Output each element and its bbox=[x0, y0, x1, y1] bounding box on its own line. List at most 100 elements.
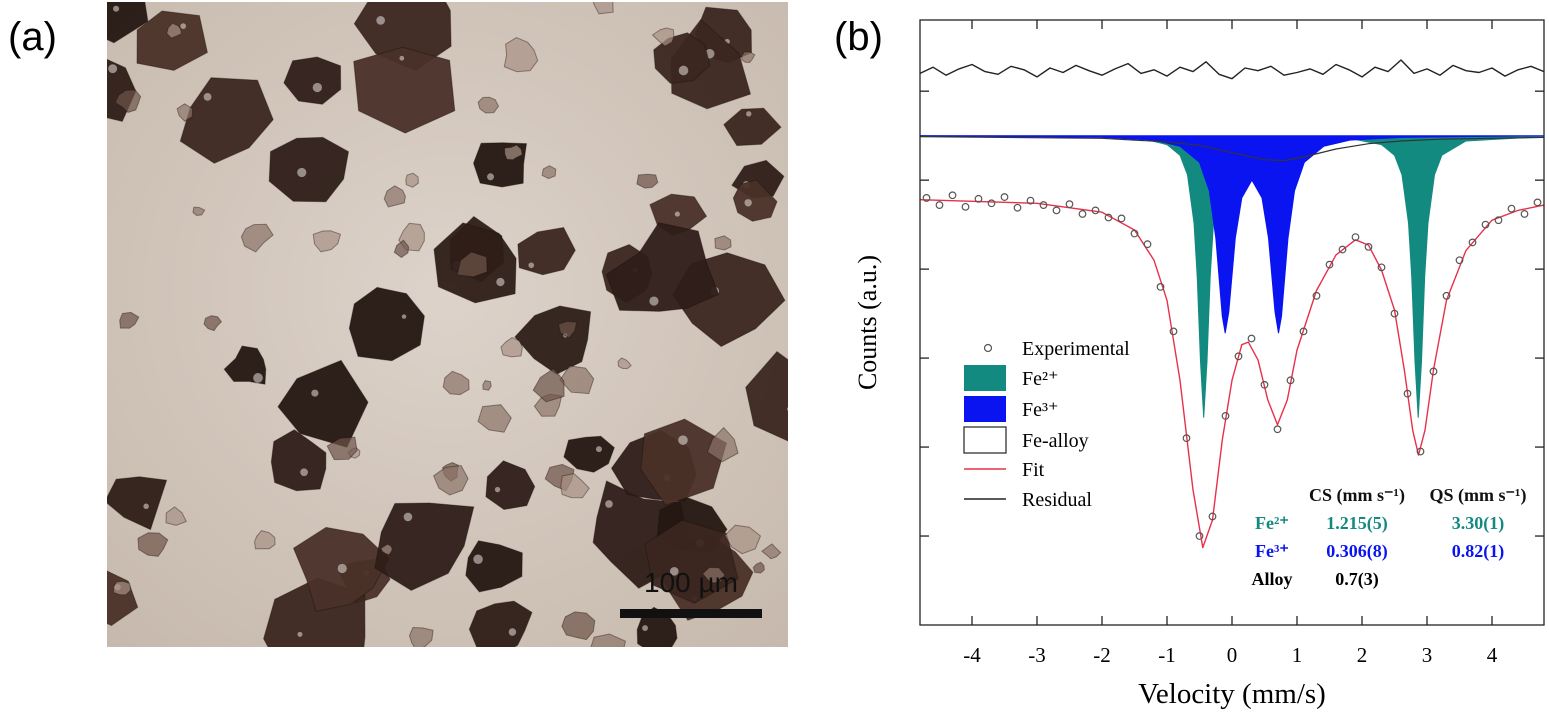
particle bbox=[192, 206, 206, 217]
data-point bbox=[1286, 376, 1295, 385]
particle bbox=[723, 107, 782, 147]
particle-glint bbox=[678, 435, 688, 445]
data-point bbox=[1182, 434, 1191, 443]
curve bbox=[919, 199, 1545, 549]
particle-glint bbox=[300, 468, 308, 477]
curve bbox=[919, 59, 1545, 80]
data-point bbox=[1312, 291, 1321, 300]
particle bbox=[500, 337, 523, 358]
x-tick-label: 4 bbox=[1487, 643, 1498, 667]
particle-glint bbox=[337, 563, 347, 574]
particle bbox=[559, 365, 595, 395]
particle bbox=[541, 165, 557, 180]
data-point bbox=[1234, 352, 1243, 361]
particle-glint bbox=[746, 111, 752, 117]
x-tick-label: 2 bbox=[1357, 643, 1368, 667]
data-point bbox=[1416, 447, 1425, 456]
table-cell: 3.30(1) bbox=[1452, 513, 1505, 534]
particle-glint bbox=[108, 64, 118, 74]
particle bbox=[113, 580, 132, 596]
table-cell: Alloy bbox=[1251, 569, 1292, 589]
particle bbox=[653, 32, 711, 84]
particle bbox=[383, 185, 406, 208]
particle bbox=[283, 56, 342, 105]
table-header: CS (mm s⁻¹) bbox=[1309, 485, 1405, 506]
particle-glint bbox=[642, 625, 649, 631]
particle bbox=[270, 429, 327, 492]
particle bbox=[374, 502, 475, 591]
data-point bbox=[1052, 206, 1061, 215]
curve bbox=[919, 136, 1545, 162]
particle bbox=[560, 473, 590, 499]
particle-glint bbox=[403, 512, 413, 522]
data-point bbox=[1169, 327, 1178, 336]
legend-label: Fe-alloy bbox=[1022, 430, 1089, 452]
data-point bbox=[1455, 256, 1464, 265]
data-point bbox=[935, 201, 944, 209]
particle-glint bbox=[496, 277, 505, 287]
particle bbox=[714, 235, 732, 251]
data-point bbox=[1026, 196, 1035, 205]
legend-symbol bbox=[964, 396, 1006, 422]
data-point bbox=[948, 191, 957, 200]
particle bbox=[442, 370, 470, 396]
legend-label: Fe²⁺ bbox=[1022, 368, 1059, 390]
scale-bar bbox=[620, 609, 762, 618]
particle bbox=[532, 367, 565, 403]
particle bbox=[741, 51, 756, 64]
table-cell: 0.7(3) bbox=[1335, 569, 1379, 590]
spectrum-chart: -4 -3 -2 -1 0 1 2 3 4 Velocity (mm/s) Counts (a.u.… bbox=[853, 19, 1545, 710]
particle bbox=[732, 179, 778, 222]
data-point bbox=[1000, 193, 1009, 201]
data-point bbox=[1494, 216, 1503, 225]
particle bbox=[468, 600, 533, 647]
particle bbox=[166, 22, 183, 39]
legend-label: Experimental bbox=[1022, 338, 1130, 360]
data-point bbox=[922, 194, 931, 202]
particle-glint bbox=[674, 211, 680, 217]
legend-symbol bbox=[964, 365, 1006, 391]
table-header: QS (mm s⁻¹) bbox=[1430, 485, 1527, 506]
particle-glint bbox=[297, 167, 307, 178]
particle bbox=[136, 10, 208, 71]
particle-glint bbox=[508, 628, 517, 636]
table-cell: Fe³⁺ bbox=[1255, 541, 1289, 561]
component-area bbox=[919, 135, 1545, 334]
particle bbox=[203, 315, 223, 332]
particle bbox=[179, 77, 274, 164]
particle bbox=[592, 2, 614, 15]
plot-frame bbox=[919, 19, 1545, 626]
data-point bbox=[1091, 206, 1100, 215]
particle-glint bbox=[669, 566, 679, 576]
data-point bbox=[1104, 213, 1113, 222]
particle bbox=[477, 96, 500, 114]
x-tick-label: -3 bbox=[1028, 643, 1046, 667]
data-point bbox=[1208, 512, 1217, 521]
particle bbox=[636, 173, 659, 189]
data-point bbox=[1143, 240, 1152, 249]
particle bbox=[176, 103, 194, 122]
particle bbox=[165, 506, 187, 526]
particle bbox=[590, 633, 627, 647]
particle-glint bbox=[595, 446, 602, 453]
data-point bbox=[1481, 220, 1490, 229]
data-point bbox=[1156, 283, 1165, 291]
data-point bbox=[1195, 532, 1204, 540]
particle bbox=[107, 476, 168, 531]
x-tick-label: 3 bbox=[1422, 643, 1433, 667]
particle-glint bbox=[113, 5, 120, 12]
particle-glint bbox=[649, 296, 659, 306]
data-point bbox=[1351, 233, 1360, 241]
data-point bbox=[1429, 367, 1438, 376]
y-axis-label: Counts (a.u.) bbox=[853, 255, 882, 390]
particle-glint bbox=[487, 173, 495, 181]
particle-glint bbox=[203, 92, 212, 101]
particle-glint bbox=[401, 314, 407, 319]
data-point bbox=[1039, 201, 1048, 209]
scale-bar-label: 100 µm bbox=[644, 567, 738, 598]
particle bbox=[353, 46, 456, 134]
particle bbox=[240, 223, 274, 253]
legend-label: Fit bbox=[1022, 459, 1045, 481]
data-point bbox=[1325, 260, 1334, 269]
particle-glint bbox=[312, 82, 323, 93]
